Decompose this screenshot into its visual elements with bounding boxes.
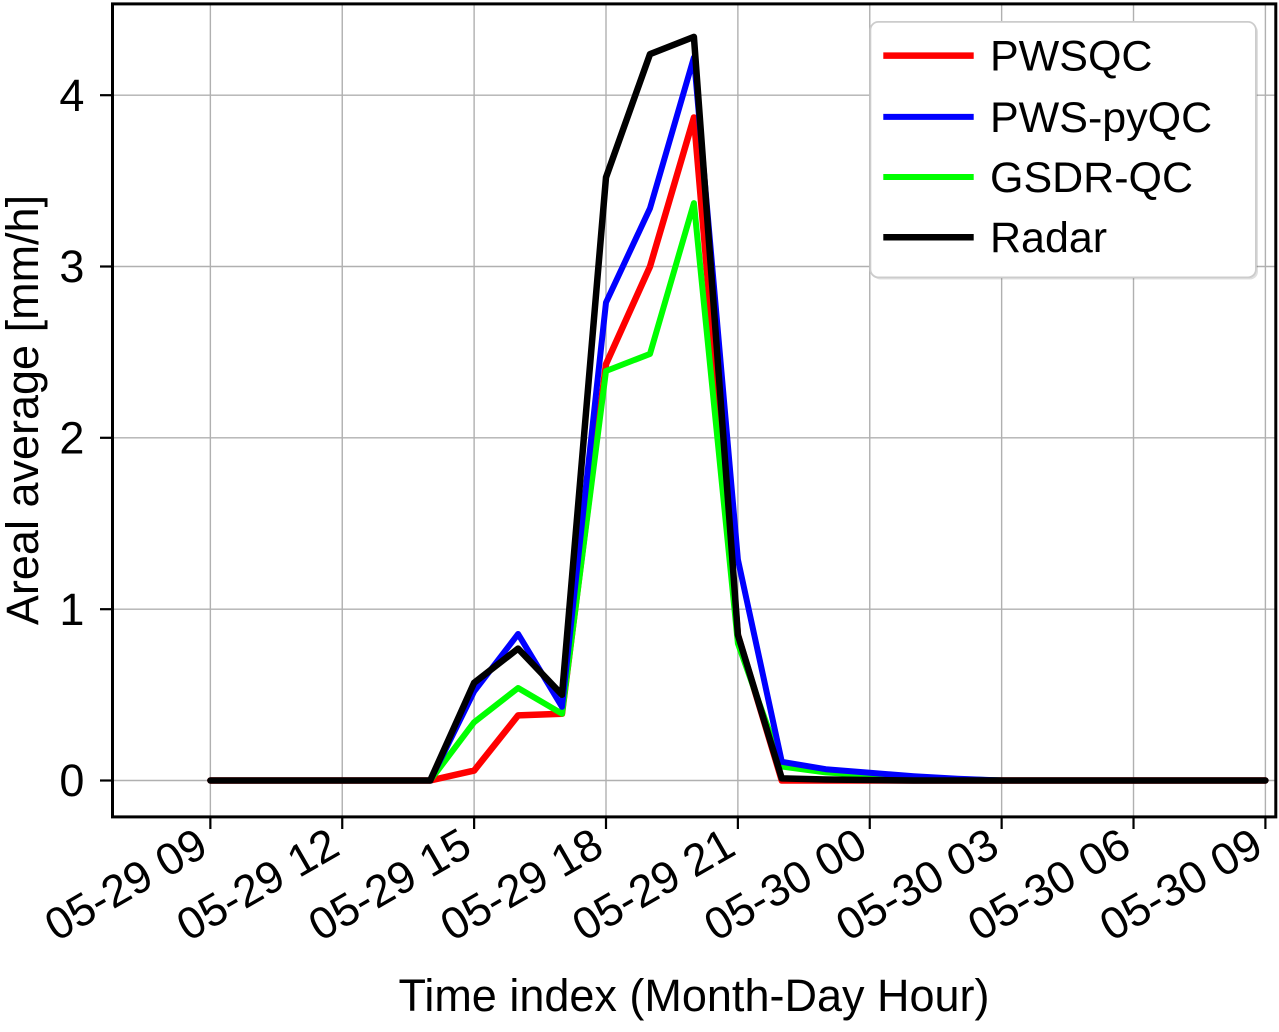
svg-text:PWS-pyQC: PWS-pyQC — [990, 94, 1212, 142]
svg-text:Radar: Radar — [990, 214, 1107, 262]
svg-text:4: 4 — [59, 70, 84, 121]
svg-text:Areal average [mm/h]: Areal average [mm/h] — [0, 195, 48, 625]
svg-text:3: 3 — [59, 241, 84, 292]
svg-text:1: 1 — [59, 584, 84, 635]
svg-text:2: 2 — [59, 413, 84, 464]
svg-text:0: 0 — [59, 755, 84, 806]
svg-text:GSDR-QC: GSDR-QC — [990, 154, 1193, 202]
svg-text:Time index (Month-Day Hour): Time index (Month-Day Hour) — [399, 970, 990, 1021]
svg-text:PWSQC: PWSQC — [990, 33, 1152, 81]
